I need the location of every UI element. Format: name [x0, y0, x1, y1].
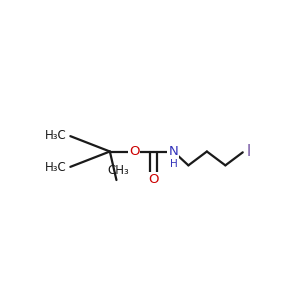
Text: O: O	[148, 173, 159, 186]
Text: H: H	[170, 159, 178, 169]
Text: CH₃: CH₃	[107, 164, 129, 177]
Text: H₃C: H₃C	[45, 161, 67, 174]
Text: N: N	[169, 145, 178, 158]
Text: O: O	[129, 145, 140, 158]
Text: I: I	[247, 144, 251, 159]
Text: H₃C: H₃C	[45, 129, 67, 142]
